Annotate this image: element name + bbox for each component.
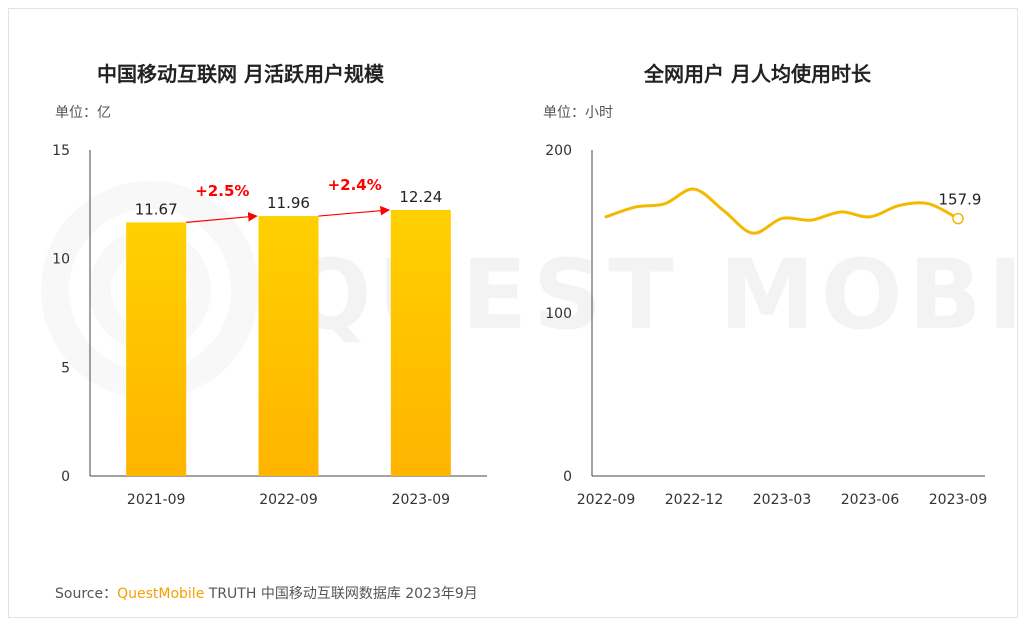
source-brand: QuestMobile (117, 586, 205, 602)
x-tick-label: 2022-09 (259, 492, 318, 508)
growth-label: +2.4% (328, 176, 382, 194)
left-chart-title: 中国移动互联网 月活跃用户规模 (97, 62, 384, 86)
y-tick-label: 10 (52, 252, 70, 268)
bar-value-label: 11.67 (135, 200, 178, 218)
y-tick-label: 5 (61, 360, 70, 376)
y-tick-label: 0 (563, 469, 572, 485)
bar (390, 209, 451, 476)
x-tick-label: 2021-09 (127, 492, 186, 508)
end-value-label: 157.9 (939, 191, 982, 209)
x-tick-label: 2023-09 (392, 492, 451, 508)
y-tick-label: 100 (545, 306, 572, 322)
y-tick-label: 15 (52, 143, 70, 159)
end-point-marker (952, 212, 964, 225)
source-prefix: Source： (55, 586, 118, 602)
x-tick-label: 2023-03 (753, 492, 812, 508)
bar-value-label: 12.24 (399, 188, 442, 206)
bar-value-label: 11.96 (267, 194, 310, 212)
growth-arrow (186, 212, 258, 223)
right-chart-unit: 单位：小时 (543, 105, 613, 121)
y-tick-label: 0 (61, 469, 70, 485)
growth-arrow (318, 205, 391, 217)
chart-frame (8, 8, 1018, 618)
bar (258, 216, 319, 476)
source-text: TRUTH 中国移动互联网数据库 2023年9月 (204, 586, 478, 602)
growth-label: +2.5% (195, 182, 249, 200)
x-tick-label: 2023-06 (841, 492, 900, 508)
bar (126, 222, 187, 476)
left-chart-unit: 单位：亿 (55, 105, 111, 121)
x-tick-label: 2022-12 (665, 492, 724, 508)
x-tick-label: 2022-09 (577, 492, 636, 508)
source-note: Source：QuestMobile TRUTH 中国移动互联网数据库 2023… (55, 583, 478, 603)
y-tick-label: 200 (545, 143, 572, 159)
x-tick-label: 2023-09 (929, 492, 988, 508)
series-line (604, 187, 960, 235)
right-chart-title: 全网用户 月人均使用时长 (644, 62, 871, 86)
